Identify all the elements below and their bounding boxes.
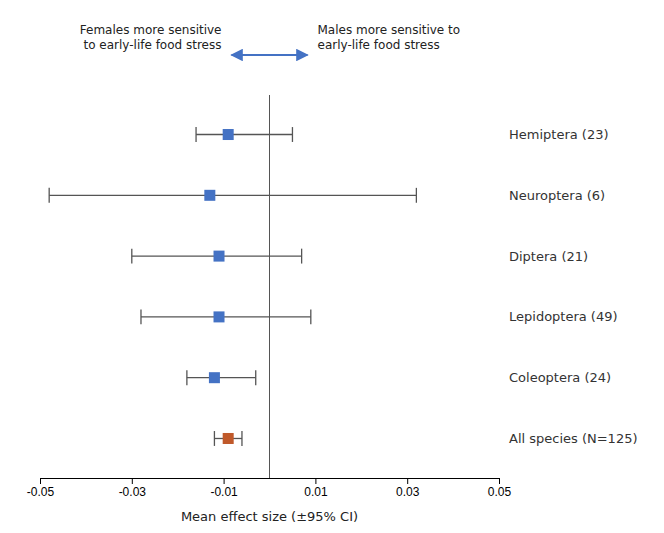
ci-cap [292,127,293,142]
ci-cap [310,309,311,324]
annotation-arrow [232,54,308,56]
category-label: Neuroptera (6) [509,188,605,203]
ci-cap [131,249,132,264]
category-label: All species (N=125) [509,431,638,446]
x-axis: -0.05 -0.03 -0.01 0.01 0.03 0.05 [27,478,512,499]
tick-label: -0.05 [27,485,55,499]
ci-line [49,195,416,196]
tick: 0.03 [396,478,420,499]
tick: -0.05 [27,478,55,499]
plot: -0.05 -0.03 -0.01 0.01 0.03 0.05 Hemiptera (23… [27,95,638,499]
row [214,431,242,446]
ci-cap [195,127,196,142]
reference-line [269,95,270,478]
annotation-label: Females more sensitiveto early-life food… [80,23,222,52]
tick-mark [132,478,133,484]
mean-marker [223,433,234,444]
category-label: Lepidoptera (49) [509,309,618,324]
axis-line [41,479,500,485]
tick-mark [407,478,408,484]
ci-cap [140,309,141,324]
ci-cap [49,188,50,203]
tick-label: 0.03 [396,485,420,499]
category-label: Diptera (21) [509,249,588,264]
category-label: Hemiptera (23) [509,127,609,142]
ci-line [187,377,256,378]
mean-marker [204,190,215,201]
tick-mark [40,478,41,484]
row [196,127,292,142]
tick-label: 0.01 [304,485,328,499]
tick-label: -0.03 [119,485,147,499]
ci-cap [186,370,187,385]
mean-marker [209,372,220,383]
ci-cap [241,431,242,446]
ci-cap [255,370,256,385]
tick: -0.01 [210,478,238,499]
row [49,188,416,203]
ci-cap [416,188,417,203]
ci-line [141,316,311,317]
tick-label: 0.05 [488,485,512,499]
row [187,370,256,385]
tick: 0.05 [488,478,512,499]
mean-marker [223,129,234,140]
tick-mark [315,478,316,484]
tick: -0.03 [119,478,147,499]
marks [49,95,416,478]
row [141,309,311,324]
tick-label: -0.01 [210,485,238,499]
mean-marker [214,251,225,262]
tick-mark [224,478,225,484]
chart: -0.05 -0.03 -0.01 0.01 0.03 0.05 Hemiptera (23… [0,0,664,533]
row [132,249,302,264]
tick-mark [499,478,500,484]
tick: 0.01 [304,478,328,499]
ci-cap [214,431,215,446]
x-axis-title: Mean effect size (±95% CI) [181,509,358,524]
annotation-label: Males more sensitive toearly-life food s… [318,23,461,52]
mean-marker [214,311,225,322]
ci-line [196,134,292,135]
category-label: Coleoptera (24) [509,370,611,385]
ci-cap [301,249,302,264]
